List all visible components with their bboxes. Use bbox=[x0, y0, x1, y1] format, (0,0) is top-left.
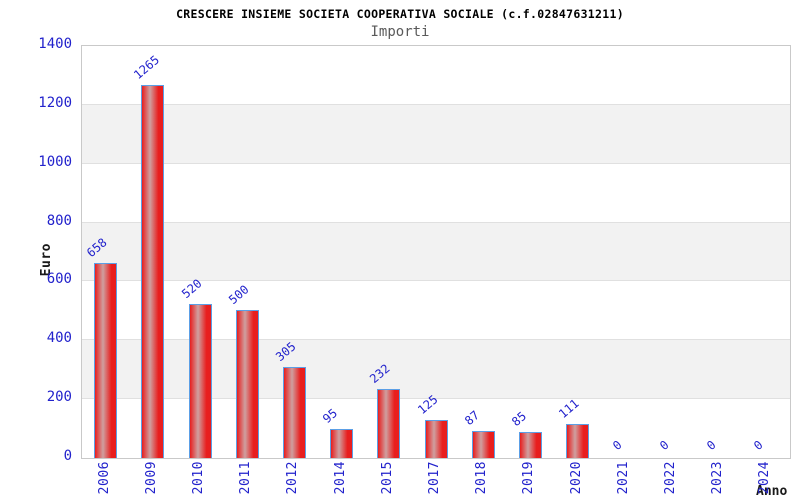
y-tick-label: 800 bbox=[46, 212, 72, 229]
bar bbox=[471, 431, 495, 458]
bar bbox=[377, 388, 401, 458]
y-tick-label: 600 bbox=[46, 271, 72, 288]
plot-band bbox=[82, 222, 790, 282]
gridline bbox=[82, 221, 790, 223]
gridline bbox=[82, 162, 790, 164]
bar bbox=[424, 420, 448, 458]
x-tick-label: 2011 bbox=[238, 461, 254, 495]
bar bbox=[518, 432, 542, 458]
gridline bbox=[82, 103, 790, 105]
x-tick-label: 2018 bbox=[474, 461, 490, 495]
x-tick-label: 2015 bbox=[379, 461, 395, 495]
bar bbox=[94, 263, 118, 458]
x-tick-label: 2010 bbox=[191, 461, 206, 495]
x-tick-label: 2021 bbox=[615, 461, 631, 495]
bar bbox=[282, 367, 306, 458]
plot-band bbox=[82, 104, 790, 164]
bar bbox=[188, 303, 212, 458]
gridline bbox=[82, 280, 790, 282]
x-tick-label: 2024 bbox=[757, 461, 773, 495]
y-tick-label: 1200 bbox=[38, 94, 72, 111]
x-tick-label: 2020 bbox=[568, 461, 584, 495]
plot-band bbox=[82, 163, 790, 223]
y-tick-label: 1000 bbox=[38, 153, 72, 170]
x-tick-label: 2006 bbox=[96, 461, 112, 495]
plot-area: 658 1265 520 500 305 95 232 125 87 85 111 0 0 0 0 bbox=[81, 45, 791, 459]
chart-subtitle: Importi bbox=[370, 24, 430, 40]
bar bbox=[566, 424, 590, 458]
gridline bbox=[82, 398, 790, 400]
x-tick-label: 2014 bbox=[332, 461, 348, 495]
x-tick-label: 2017 bbox=[427, 461, 442, 495]
y-tick-label: 400 bbox=[46, 330, 72, 347]
x-tick-label: 2023 bbox=[710, 461, 726, 495]
y-tick-label: 1400 bbox=[38, 36, 72, 52]
y-tick-label: 200 bbox=[46, 389, 72, 406]
bar bbox=[141, 84, 165, 458]
gridline bbox=[82, 339, 790, 341]
x-tick-label: 2019 bbox=[521, 461, 537, 495]
y-tick-label: 0 bbox=[63, 448, 72, 464]
chart-title: CRESCERE INSIEME SOCIETA COOPERATIVA SOC… bbox=[176, 7, 624, 21]
x-axis-label: Anno bbox=[756, 484, 788, 499]
plot-band bbox=[82, 46, 790, 105]
x-tick-label: 2012 bbox=[285, 461, 301, 495]
x-tick-label: 2009 bbox=[143, 461, 159, 495]
bar bbox=[330, 429, 354, 458]
bar bbox=[235, 309, 259, 458]
x-tick-label: 2022 bbox=[663, 461, 678, 495]
